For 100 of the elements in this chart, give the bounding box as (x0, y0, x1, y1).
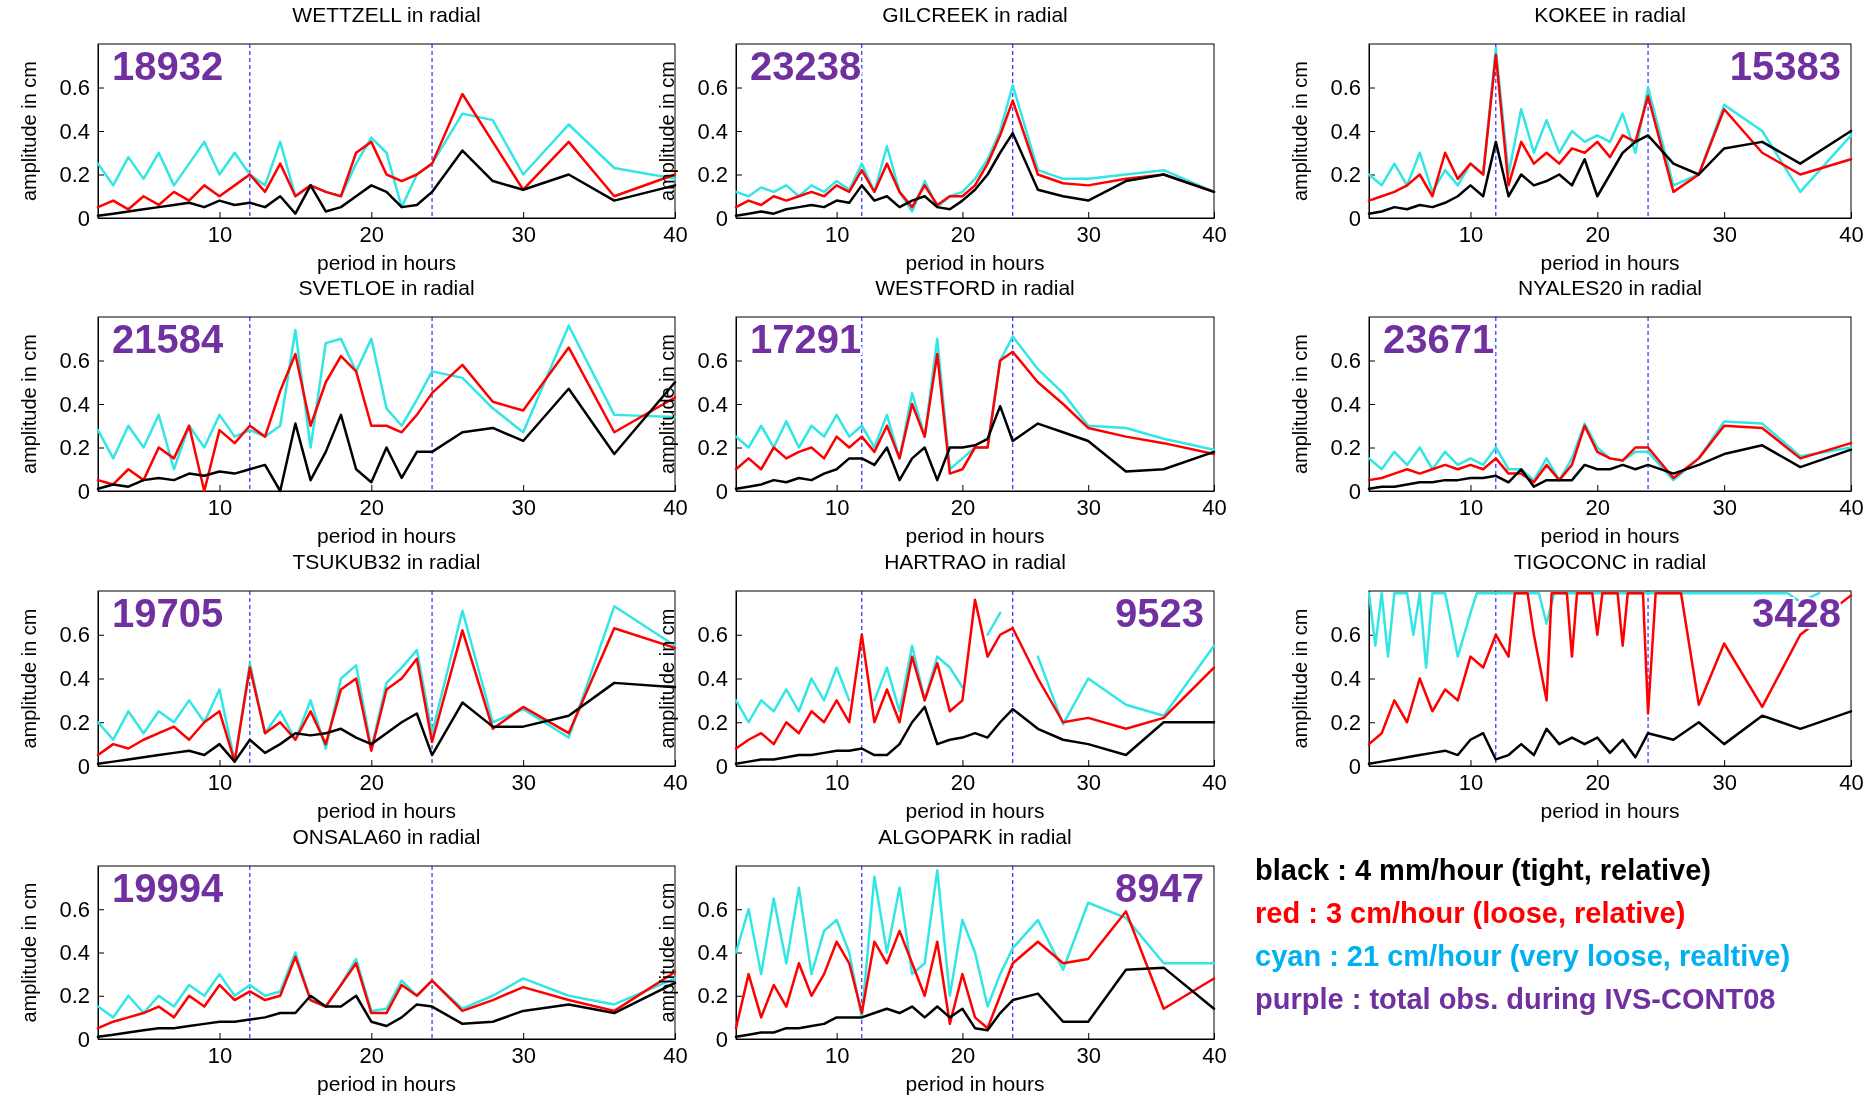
y-axis-title: amplitude in cm (656, 333, 678, 475)
y-tick-label: 0.4 (697, 940, 728, 966)
annotation: 19994 (112, 866, 224, 910)
x-tick-label: 10 (824, 1042, 850, 1068)
x-tick-label: 10 (1458, 494, 1484, 520)
y-tick-label: 0.6 (59, 622, 90, 648)
y-tick-label: 0.6 (1330, 622, 1361, 648)
y-axis-title: amplitude in cm (1289, 333, 1311, 475)
x-axis-title: period in hours (317, 524, 456, 547)
x-tick-label: 20 (1585, 221, 1611, 247)
x-tick-label: 10 (824, 221, 850, 247)
y-tick-label: 0.2 (59, 435, 90, 461)
x-tick-label: 40 (1202, 221, 1227, 247)
annotation: 17291 (750, 317, 862, 361)
chart-title: SVETLOE in radial (298, 276, 475, 299)
y-tick-label: 0.2 (697, 435, 728, 461)
annotation: 21584 (112, 317, 224, 361)
x-axis-title: period in hours (1540, 799, 1680, 822)
y-tick-label: 0 (77, 753, 90, 779)
x-axis-title: period in hours (317, 251, 456, 274)
y-axis-title: amplitude in cm (1289, 608, 1311, 749)
y-tick-label: 0.6 (697, 896, 728, 922)
x-tick-label: 30 (511, 221, 536, 247)
x-tick-label: 30 (511, 1042, 536, 1068)
text: red : 3 cm/hour (loose, relative) (1255, 897, 1686, 929)
line-series (1367, 591, 1853, 746)
y-axis-title: amplitude in cm (656, 60, 678, 202)
y-tick-label: 0 (715, 478, 728, 504)
y-tick-label: 0.2 (59, 983, 90, 1009)
x-tick-label: 10 (207, 769, 233, 795)
line-series (734, 869, 1216, 1019)
y-tick-label: 0.6 (59, 896, 90, 922)
x-tick-label: 30 (1076, 221, 1101, 247)
x-tick-label: 20 (359, 221, 385, 247)
annotation: 8947 (1115, 866, 1204, 910)
x-tick-label: 20 (1585, 769, 1611, 795)
y-tick-label: 0.6 (697, 75, 728, 101)
x-tick-label: 40 (1839, 221, 1864, 247)
line-series (96, 92, 677, 211)
y-tick-label: 0.4 (1330, 391, 1361, 417)
y-tick-label: 0.4 (59, 666, 90, 692)
x-tick-label: 30 (511, 769, 536, 795)
x-tick-label: 30 (1076, 1042, 1101, 1068)
x-tick-label: 10 (207, 494, 233, 520)
x-tick-label: 40 (1839, 769, 1864, 795)
x-tick-label: 40 (1839, 494, 1864, 520)
x-tick-label: 40 (1202, 494, 1227, 520)
y-tick-label: 0.2 (697, 983, 728, 1009)
line-series (734, 598, 1216, 750)
y-tick-label: 0.2 (59, 162, 90, 188)
text: black : 4 mm/hour (tight, relative) (1255, 854, 1712, 886)
chart-title: TIGOCONC in radial (1513, 550, 1707, 573)
x-axis-title: period in hours (317, 799, 456, 822)
y-tick-label: 0.4 (1330, 118, 1361, 144)
y-tick-label: 0.2 (1330, 435, 1361, 461)
x-tick-label: 10 (1458, 769, 1484, 795)
y-tick-label: 0.2 (697, 162, 728, 188)
x-tick-label: 20 (950, 494, 976, 520)
y-axis-title: amplitude in cm (18, 882, 40, 1023)
annotation: 23238 (750, 44, 862, 88)
x-tick-label: 10 (824, 769, 850, 795)
text: cyan : 21 cm/hour (very loose, realtive) (1255, 940, 1791, 972)
annotation: 18932 (112, 44, 224, 88)
x-tick-label: 30 (1712, 221, 1737, 247)
x-tick-label: 40 (1202, 1042, 1227, 1068)
y-tick-label: 0.2 (697, 709, 728, 735)
y-tick-label: 0.2 (1330, 162, 1361, 188)
y-tick-label: 0.4 (697, 391, 728, 417)
y-tick-label: 0.4 (59, 940, 90, 966)
x-axis-title: period in hours (905, 1072, 1045, 1095)
y-axis-title: amplitude in cm (1289, 60, 1311, 202)
y-tick-label: 0.6 (59, 75, 90, 101)
x-tick-label: 40 (663, 1042, 688, 1068)
chart-title: NYALES20 in radial (1517, 276, 1703, 299)
x-axis-title: period in hours (905, 524, 1045, 547)
chart-title: WESTFORD in radial (875, 276, 1075, 299)
y-tick-label: 0.2 (59, 709, 90, 735)
x-tick-label: 30 (511, 494, 536, 520)
chart-title: ONSALA60 in radial (292, 825, 481, 848)
x-tick-label: 30 (1712, 769, 1737, 795)
y-tick-label: 0 (715, 205, 728, 231)
x-tick-label: 40 (663, 494, 688, 520)
y-axis-title: amplitude in cm (18, 608, 40, 749)
x-tick-label: 20 (359, 769, 385, 795)
y-tick-label: 0.6 (1330, 348, 1361, 374)
chart-title: GILCREEK in radial (882, 3, 1068, 26)
x-tick-label: 30 (1076, 769, 1101, 795)
y-tick-label: 0.4 (59, 118, 90, 144)
x-tick-label: 10 (207, 221, 233, 247)
annotation: 19705 (112, 591, 224, 635)
y-tick-label: 0.4 (697, 118, 728, 144)
x-tick-label: 20 (359, 1042, 385, 1068)
x-axis-title: period in hours (905, 251, 1045, 274)
x-tick-label: 40 (1202, 769, 1227, 795)
y-tick-label: 0.6 (1330, 75, 1361, 101)
y-axis-title: amplitude in cm (18, 60, 40, 202)
x-tick-label: 10 (1458, 221, 1484, 247)
y-tick-label: 0 (77, 1026, 90, 1052)
x-tick-label: 30 (1076, 494, 1101, 520)
x-tick-label: 10 (824, 494, 850, 520)
